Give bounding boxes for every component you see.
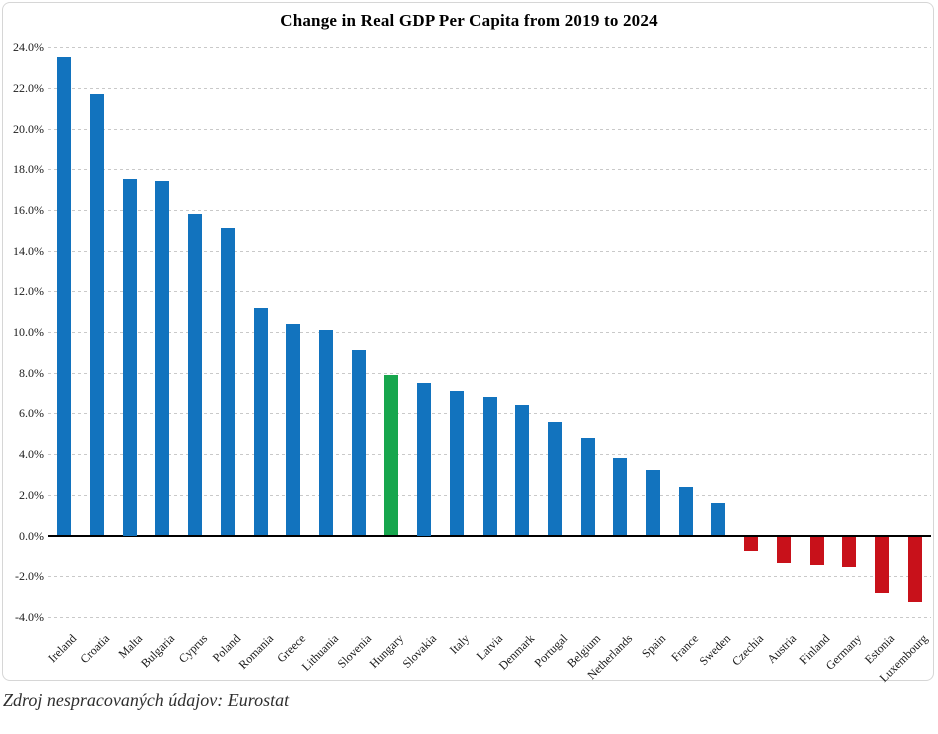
- source-note: Zdroj nespracovaných údajov: Eurostat: [3, 690, 290, 710]
- chart-frame: [2, 2, 934, 681]
- chart-title: Change in Real GDP Per Capita from 2019 …: [280, 11, 658, 30]
